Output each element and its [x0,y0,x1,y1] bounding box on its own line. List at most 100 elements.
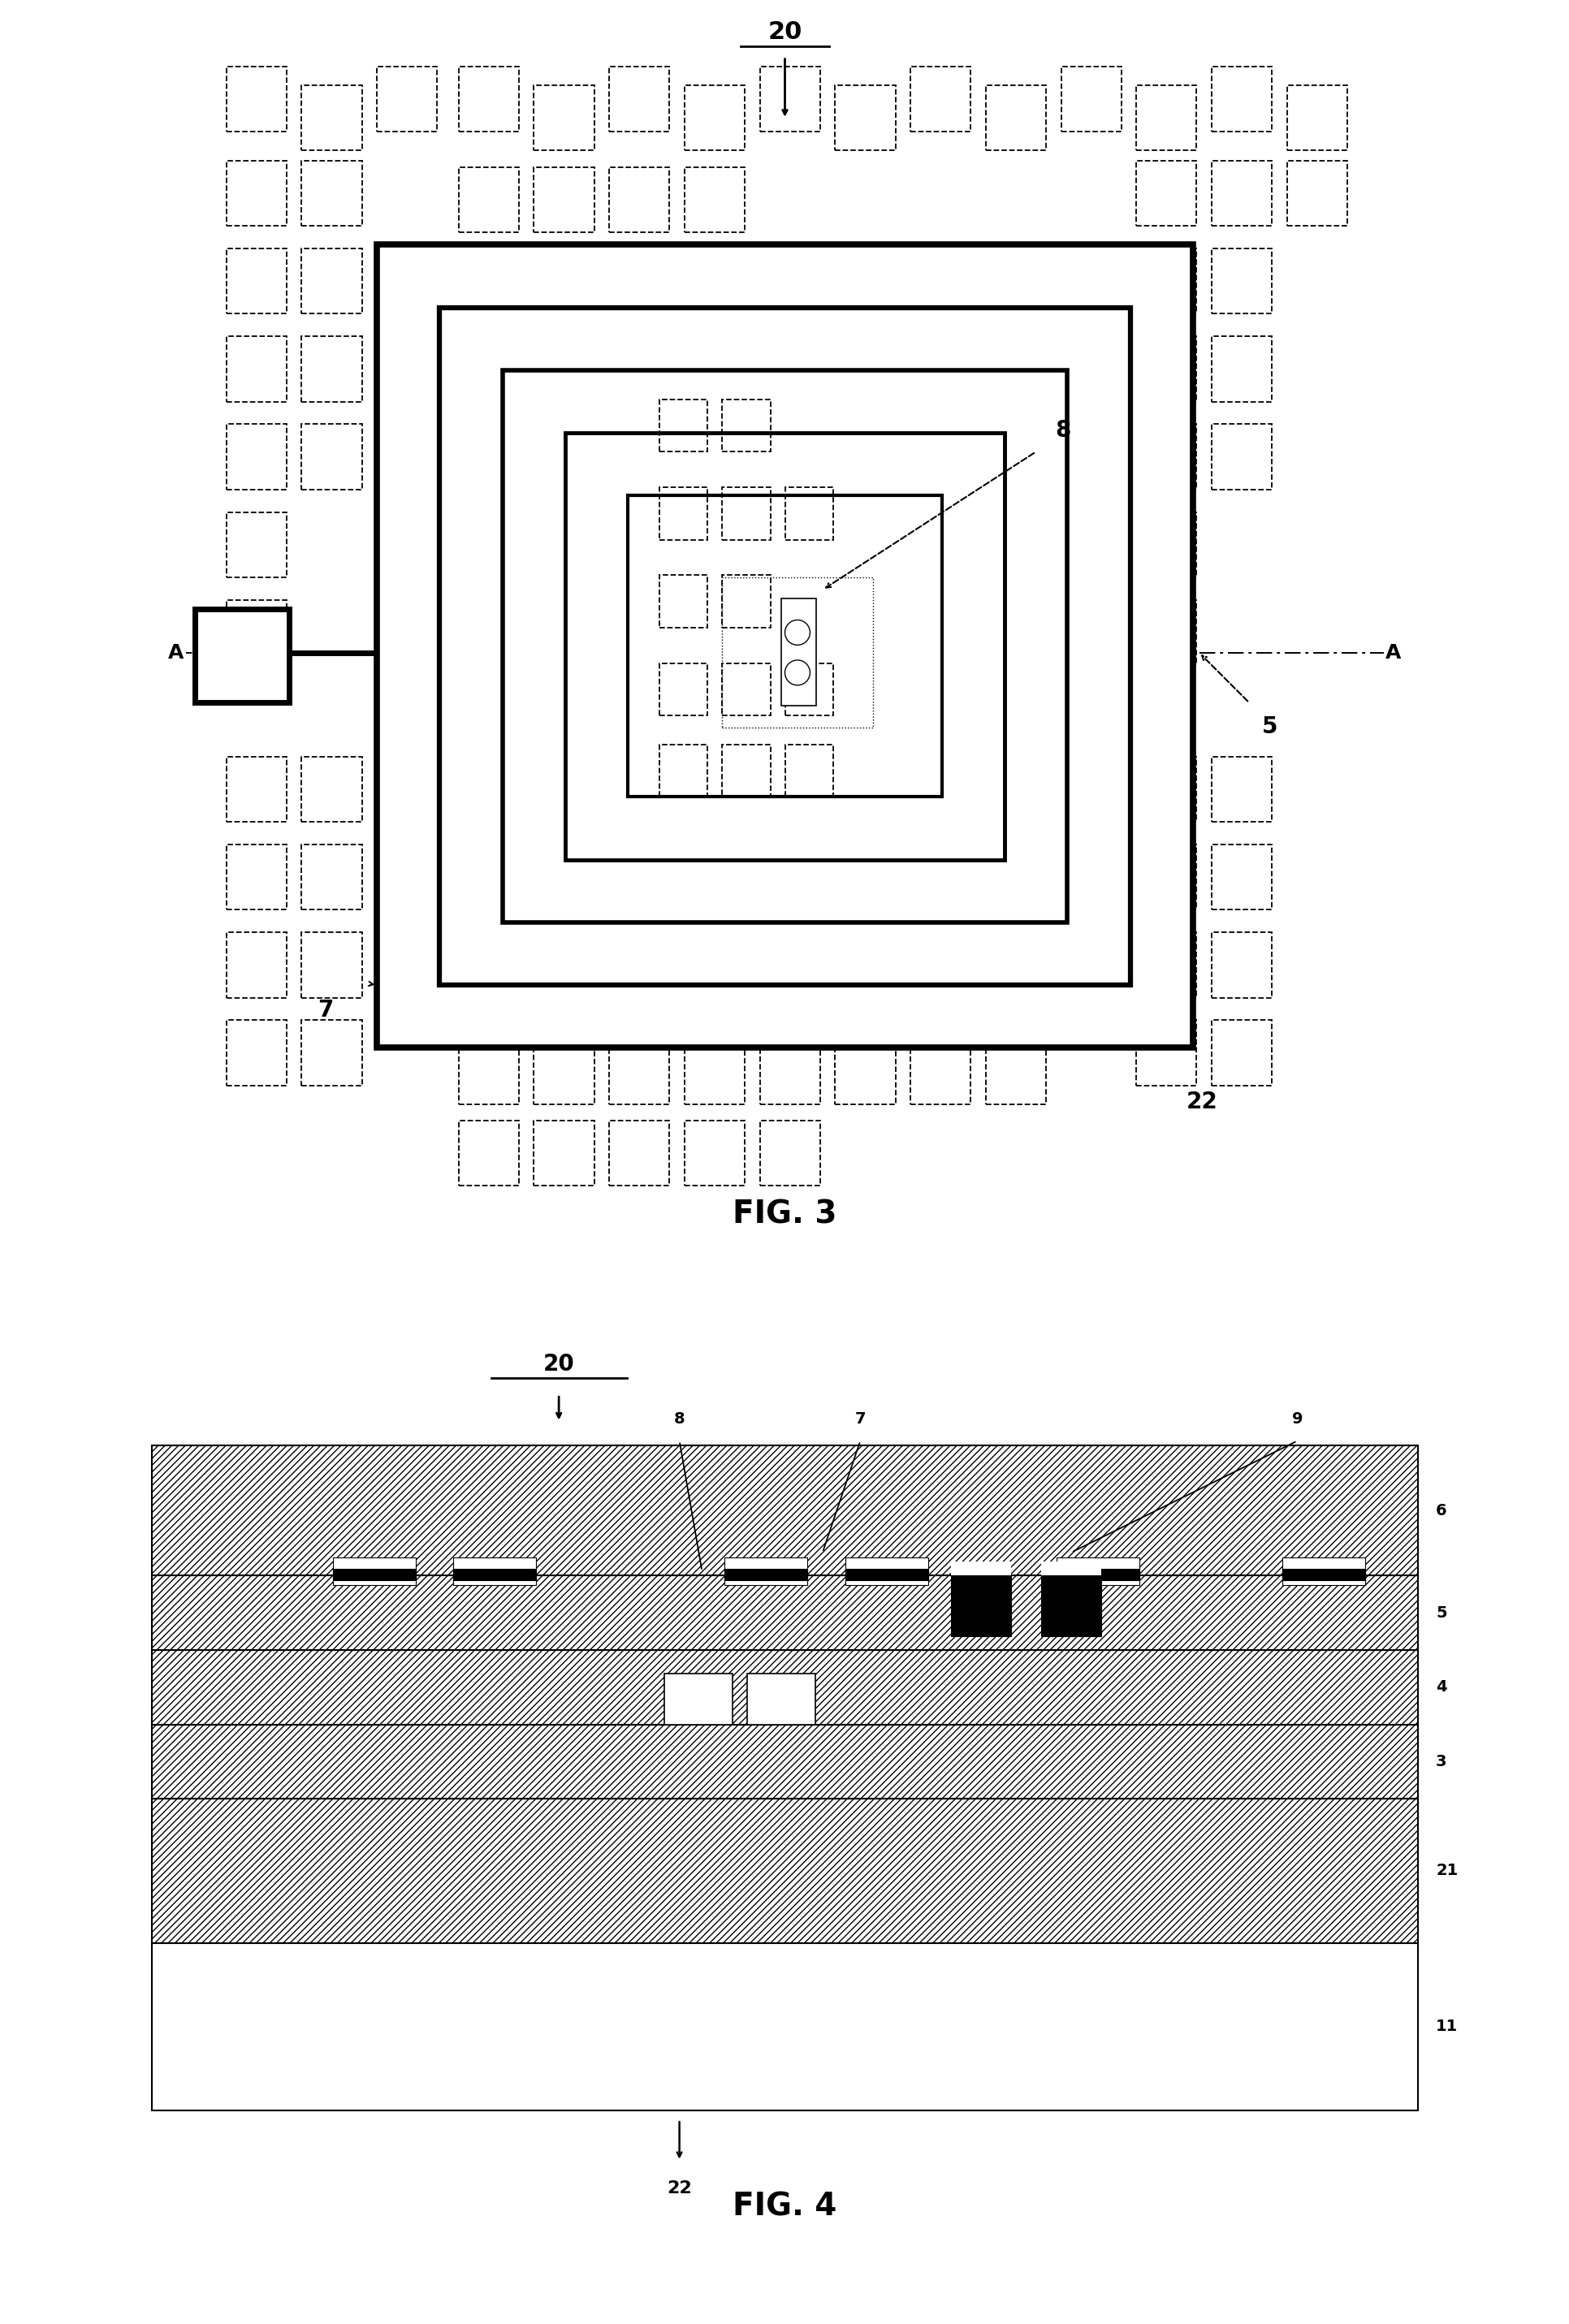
Bar [844,1557,927,1585]
Bar [609,1120,668,1185]
Bar [784,662,833,716]
Text: FIG. 4: FIG. 4 [733,2192,836,2222]
Bar [565,432,1004,860]
Bar [722,662,770,716]
Bar [458,167,519,232]
Bar [502,370,1067,923]
Text: 8: 8 [673,1411,684,1427]
Bar [1040,1576,1101,1636]
Bar [1136,844,1196,911]
Bar [725,1557,806,1585]
Bar [1211,67,1271,132]
Text: 22: 22 [1186,1090,1218,1113]
Bar [1211,1020,1271,1085]
Bar [301,86,362,151]
Bar [684,86,744,151]
Bar [759,1039,819,1104]
Bar [1287,160,1346,225]
Bar [1287,86,1346,151]
Bar [684,1120,744,1185]
Bar [152,1943,1417,2110]
Bar [659,662,708,716]
Bar [747,1673,814,1724]
Bar [1211,844,1271,911]
Bar [1056,1557,1139,1585]
Bar [1061,67,1120,132]
Bar [1282,1569,1365,1580]
Text: 9: 9 [1291,1411,1302,1427]
Bar [609,167,668,232]
Bar [1282,1557,1365,1585]
Bar [664,1673,731,1724]
Bar [844,1569,927,1580]
Bar [1136,932,1196,997]
Bar [1136,600,1196,665]
Bar [784,744,833,797]
Bar [301,844,362,911]
Bar [1136,249,1196,314]
Bar [301,1020,362,1085]
Text: 22: 22 [667,2180,692,2196]
Text: 8: 8 [1054,418,1070,442]
Bar [659,400,708,451]
Bar [301,160,362,225]
Bar [684,167,744,232]
Bar [1211,249,1271,314]
Bar [1136,425,1196,490]
Bar [659,488,708,539]
Bar [1211,932,1271,997]
Text: 6: 6 [1436,1504,1447,1518]
Bar [533,1039,593,1104]
Bar [759,1120,819,1185]
Bar [226,932,287,997]
Text: 7: 7 [855,1411,865,1427]
Bar [226,511,287,576]
Bar [453,1557,537,1585]
Bar [226,1020,287,1085]
Bar [226,600,287,665]
Bar [985,86,1045,151]
Bar [1136,86,1196,151]
Bar [910,1039,970,1104]
Bar [152,1799,1417,1943]
Bar [226,425,287,490]
Bar [1136,1020,1196,1085]
Bar [226,758,287,823]
Text: 11: 11 [1436,2020,1458,2034]
Bar [533,167,593,232]
Text: 7: 7 [319,999,334,1023]
Bar [533,1120,593,1185]
Bar [1211,337,1271,402]
Bar [301,425,362,490]
Bar [439,307,1130,985]
Bar [152,1576,1417,1650]
Text: 4: 4 [1436,1680,1447,1694]
Bar [458,1120,519,1185]
Bar [659,744,708,797]
Bar [453,1569,537,1580]
Bar [1211,160,1271,225]
Bar [226,844,287,911]
Text: FIG. 3: FIG. 3 [733,1199,836,1229]
Text: 21: 21 [1436,1864,1458,1878]
Bar [333,1569,416,1580]
Bar [1136,337,1196,402]
Bar [152,1724,1417,1799]
Bar [333,1557,416,1585]
Bar [609,1039,668,1104]
Bar [722,576,872,727]
Text: 20: 20 [767,21,802,44]
Bar [609,67,668,132]
Bar [152,1446,1417,1576]
Bar [226,67,287,132]
Bar [195,609,289,702]
Text: 3: 3 [1436,1755,1447,1769]
Bar [722,488,770,539]
Bar [1211,425,1271,490]
Bar [951,1562,1010,1576]
Bar [835,86,894,151]
Bar [226,337,287,402]
Bar [458,1039,519,1104]
Bar [301,337,362,402]
Bar [951,1576,1010,1636]
